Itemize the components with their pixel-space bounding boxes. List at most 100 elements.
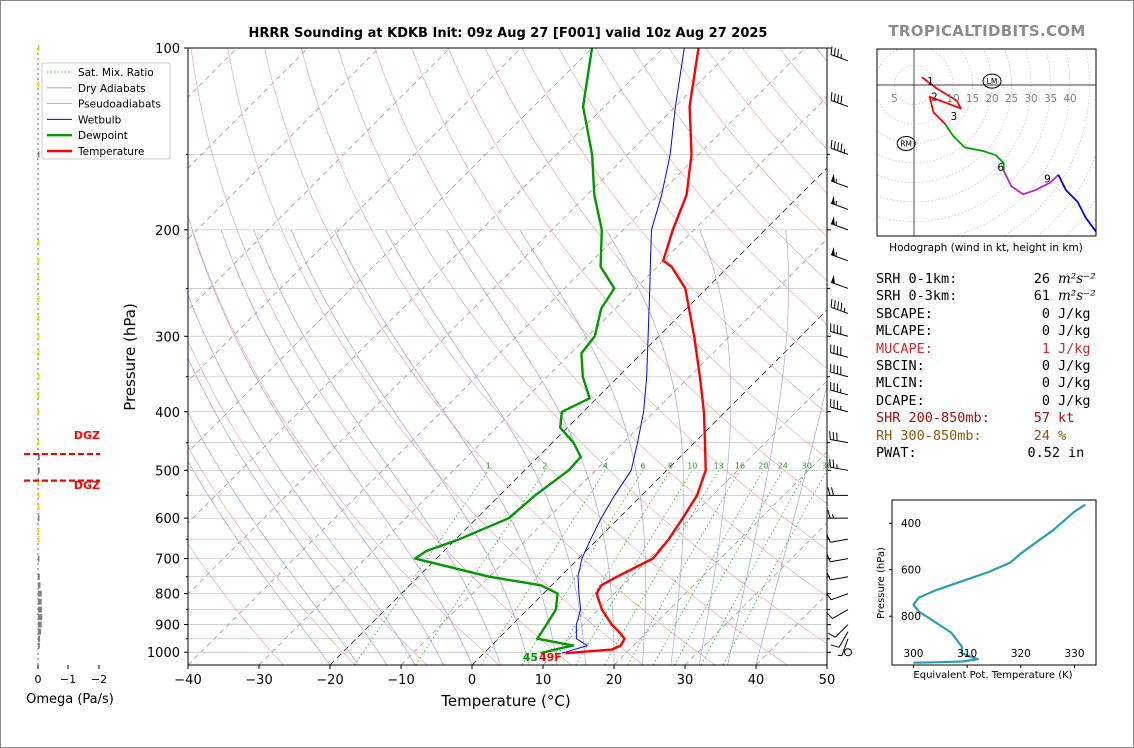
index-unit: J/kg — [1058, 392, 1091, 409]
barb-staff — [830, 593, 849, 601]
index-value: 0.52 — [1027, 445, 1060, 462]
barb-full — [826, 592, 832, 601]
omega-tick-label: 0 — [35, 673, 42, 686]
dry-adiabat — [188, 215, 500, 665]
barb-full — [833, 300, 836, 309]
index-value: 1 — [1041, 340, 1050, 357]
wind-barb — [829, 431, 849, 444]
legend-label: Temperature — [77, 146, 145, 158]
hodo-height-label: 2 — [931, 92, 938, 104]
hodograph-frame — [876, 48, 1097, 237]
barb-full — [829, 458, 831, 468]
barb-full — [840, 143, 843, 152]
omega-bar — [38, 573, 40, 580]
barb-staff — [830, 538, 849, 543]
wind-barb — [830, 216, 849, 231]
dry-adiabat — [337, 48, 827, 644]
index-label: SBCAPE: — [876, 305, 933, 322]
wind-barb — [826, 592, 849, 601]
barb-full — [826, 534, 831, 543]
mix-ratio-label: 30 — [802, 461, 812, 470]
chart-title: HRRR Sounding at KDKB Init: 09z Aug 27 [… — [248, 26, 768, 41]
wind-barb — [830, 381, 849, 396]
index-label: MLCIN: — [876, 375, 925, 392]
index-row: SBCAPE: 0 J/kg — [876, 306, 1106, 323]
wind-barb — [829, 458, 849, 471]
index-row: SRH 0-1km: 26 m²s⁻² — [876, 271, 1106, 288]
omega-bar — [38, 492, 40, 499]
legend-box — [41, 62, 171, 160]
barb-full — [830, 139, 833, 149]
isotherm — [188, 48, 664, 524]
dry-adiabat — [301, 48, 788, 665]
hodo-lm-marker — [982, 73, 1002, 89]
barb-full — [833, 93, 836, 102]
wind-barb — [830, 247, 849, 262]
index-row: RH 300-850mb: 24% — [876, 428, 1106, 445]
index-label: SRH 0-3km: — [876, 288, 958, 305]
isotherm — [188, 48, 735, 595]
isotherm — [188, 48, 522, 382]
index-value: 0 — [1041, 392, 1050, 409]
barb-full — [826, 612, 833, 619]
hodo-ring-label: 15 — [966, 93, 979, 105]
pseudoadiabat — [755, 383, 827, 665]
wind-barb — [830, 92, 849, 108]
skewt-plot-frame — [187, 47, 828, 666]
barb-full — [833, 141, 836, 150]
hodo-trace-segment — [944, 123, 1005, 171]
index-row: MUCAPE: 1 J/kg — [876, 341, 1106, 358]
barb-full — [840, 302, 843, 311]
index-unit: m²s⁻² — [1058, 288, 1096, 305]
omega-bars — [24, 45, 100, 665]
dry-adiabat — [188, 543, 284, 665]
y-tick-label: 400 — [155, 406, 180, 421]
index-row: MLCIN: 0 J/kg — [876, 375, 1106, 392]
mix-ratio-line — [575, 470, 693, 665]
pseudoadiabat — [188, 294, 416, 665]
barb-flag — [831, 216, 835, 226]
index-value: 61 — [1033, 288, 1050, 305]
barb-staff — [841, 638, 849, 656]
surface-dewpoint-label: 45 — [523, 651, 538, 664]
barb-full — [829, 431, 831, 440]
hodo-rm-label: RM — [900, 140, 912, 149]
y-tick-label: 300 — [155, 330, 180, 345]
index-label: SRH 0-1km: — [876, 271, 958, 287]
barb-staff — [830, 281, 849, 289]
pseudoadiabat — [188, 357, 388, 665]
wind-barb — [830, 46, 849, 62]
barb-half — [832, 514, 834, 519]
omega-tick-label: −1 — [60, 673, 76, 686]
y-tick-label: 100 — [155, 42, 180, 57]
pseudoadiabat — [519, 229, 646, 665]
omega-bar — [38, 536, 40, 543]
omega-bar — [38, 295, 40, 302]
theta-e-frame — [891, 499, 1097, 666]
wind-barbs — [826, 46, 852, 657]
theta-e-xlabel: Equivalent Pot. Temperature (K) — [913, 670, 1072, 681]
pseudoadiabat — [385, 229, 586, 665]
barb-full — [826, 572, 831, 581]
mix-ratio-label: 8 — [668, 461, 673, 470]
index-label: DCAPE: — [876, 392, 925, 409]
omega-bar — [38, 480, 40, 487]
barb-full — [831, 487, 834, 496]
pseudoadiabat — [334, 229, 558, 665]
pseudoadiabat — [698, 229, 732, 665]
wind-barb — [826, 534, 849, 543]
y-tick-label: 500 — [155, 464, 180, 479]
x-tick-label: 10 — [535, 673, 552, 688]
barb-full — [827, 632, 836, 638]
pseudoadiabat — [188, 460, 331, 665]
hodo-trace-segment — [1002, 170, 1059, 196]
index-row: SBCIN: 0 J/kg — [876, 358, 1106, 375]
omega-bar — [38, 81, 40, 88]
dry-adiabat — [188, 340, 428, 665]
wind-barb — [830, 363, 849, 378]
hodo-trace-segment — [921, 76, 962, 125]
omega-bar — [38, 333, 40, 340]
calm-circle — [844, 648, 852, 657]
dgz-bottom-label: DGZ — [74, 479, 100, 492]
